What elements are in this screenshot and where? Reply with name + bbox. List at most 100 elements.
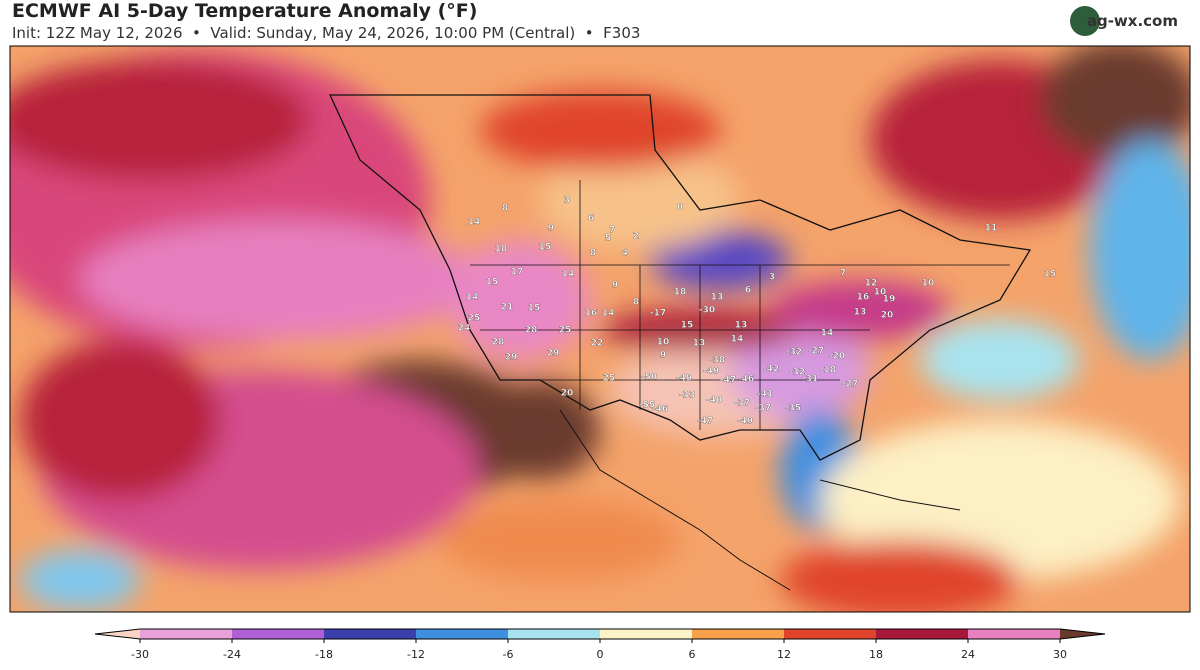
station-value: 17 [511, 268, 524, 278]
logo-icon [1070, 6, 1100, 36]
colorbar-tick-label: -18 [315, 648, 333, 661]
station-value: 7 [840, 269, 846, 279]
station-value: 16 [585, 309, 598, 319]
station-value: 18 [674, 288, 687, 298]
station-value: 8 [590, 249, 596, 259]
station-value: 7 [609, 226, 615, 236]
station-value: 10 [922, 279, 935, 289]
station-value: -17 [650, 309, 666, 319]
station-value: 21 [501, 303, 514, 313]
colorbar-tick-label: 12 [777, 648, 791, 661]
map-frame [9, 45, 1191, 613]
station-value: -35 [785, 404, 801, 414]
colorbar-segment [784, 629, 877, 639]
station-value: 15 [486, 278, 499, 288]
station-value: 18 [495, 245, 508, 255]
station-value: 25 [468, 314, 481, 324]
station-value: -33 [679, 391, 695, 401]
station-value: -49 [737, 417, 753, 427]
station-value: 10 [874, 288, 887, 298]
station-value: -32 [789, 368, 805, 378]
station-value: 14 [821, 329, 834, 339]
colorbar-segment [968, 629, 1061, 639]
station-value: 28 [492, 338, 505, 348]
station-value: 10 [657, 338, 670, 348]
station-value: 3 [564, 196, 570, 206]
logo: ag-wx.com [1086, 12, 1178, 30]
station-value: 14 [562, 270, 575, 280]
colorbar-segment [416, 629, 509, 639]
station-value: 20 [561, 389, 574, 399]
station-value: 14 [602, 309, 615, 319]
station-value: 19 [883, 295, 896, 305]
colorbar-segment [692, 629, 785, 639]
station-value: -40 [706, 396, 722, 406]
colorbar-tick-label: 30 [1053, 648, 1067, 661]
colorbar-tick-label: -30 [131, 648, 149, 661]
colorbar-tick-label: -6 [503, 648, 514, 661]
station-value: 6 [588, 214, 594, 224]
map-field [10, 46, 1190, 612]
station-value: -47 [720, 376, 736, 386]
colorbar-segment [140, 629, 233, 639]
colorbar-tick-label: -12 [407, 648, 425, 661]
station-value: 28 [525, 326, 538, 336]
station-value: 22 [591, 339, 604, 349]
station-value: 9 [612, 281, 618, 291]
station-value: 16 [857, 293, 870, 303]
station-value: -42 [763, 365, 779, 375]
station-value: -49 [676, 374, 692, 384]
title: ECMWF AI 5-Day Temperature Anomaly (°F) [12, 0, 478, 22]
station-value: -37 [755, 404, 771, 414]
station-value: 13 [854, 308, 867, 318]
station-value: -50 [641, 373, 657, 383]
station-value: -27 [808, 347, 824, 357]
station-value: -32 [786, 348, 802, 358]
colorbar-segment [508, 629, 601, 639]
colorbar-tick-label: -24 [223, 648, 241, 661]
colorbar-end [1060, 629, 1105, 639]
station-value: -20 [829, 352, 845, 362]
colorbar-tick-label: 18 [869, 648, 883, 661]
station-value: 8 [633, 298, 639, 308]
colorbar-segment [876, 629, 969, 639]
station-value: 13 [711, 293, 724, 303]
station-value: 13 [735, 321, 748, 331]
station-value: 29 [547, 349, 560, 359]
station-value: -46 [738, 375, 754, 385]
station-value: -27 [842, 380, 858, 390]
colorbar-segment [324, 629, 417, 639]
station-value: 15 [528, 304, 541, 314]
station-value: 9 [660, 351, 666, 361]
station-value: 8 [502, 204, 508, 214]
station-value: 15 [539, 243, 552, 253]
colorbar-end [95, 629, 140, 639]
station-value: -38 [709, 356, 725, 366]
station-value: -37 [734, 399, 750, 409]
station-value: 4 [622, 249, 628, 259]
station-value: 25 [559, 326, 572, 336]
station-value: -55 [639, 401, 655, 411]
station-value: 5 [605, 234, 611, 244]
station-value: 9 [548, 224, 554, 234]
station-value: 11 [985, 224, 998, 234]
station-value: -49 [703, 367, 719, 377]
station-value: 13 [693, 339, 706, 349]
station-value: 15 [1044, 270, 1057, 280]
station-value: 0 [677, 203, 683, 213]
colorbar-segment [232, 629, 325, 639]
subtitle: Init: 12Z May 12, 2026 • Valid: Sunday, … [12, 24, 641, 42]
station-value: 15 [681, 321, 694, 331]
station-value: 24 [458, 324, 471, 334]
station-value: -46 [652, 405, 668, 415]
station-value: -18 [820, 366, 836, 376]
colorbar-segment [600, 629, 693, 639]
station-value: 12 [865, 279, 878, 289]
station-value: 14 [731, 335, 744, 345]
colorbar-tick-label: 0 [597, 648, 604, 661]
station-value: -30 [699, 306, 715, 316]
station-value: 20 [881, 311, 894, 321]
